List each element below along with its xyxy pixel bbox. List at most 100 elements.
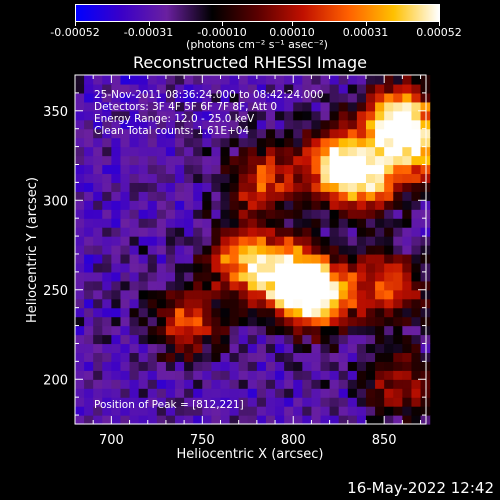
heatmap-cell [320,379,331,389]
heatmap-cell [184,262,194,273]
heatmap-cell [156,83,167,94]
heatmap-cell [147,110,158,121]
heatmap-cell [156,227,167,237]
heatmap-cell [411,370,422,380]
heatmap-cell [102,370,112,380]
heatmap-cell [129,83,140,94]
heatmap-cell [202,173,212,183]
heatmap-cell [147,406,158,416]
heatmap-cell [356,83,367,94]
heatmap-cell [138,361,149,371]
heatmap-cell [375,397,385,407]
heatmap-cell [165,110,176,121]
heatmap-cell [265,200,276,210]
heatmap-cell [256,92,267,103]
heatmap-cell [338,352,349,362]
heatmap-cell [129,92,140,103]
heatmap-cell [402,316,413,327]
heatmap-cell [284,92,294,103]
heatmap-cell [138,236,149,246]
heatmap-cell [75,361,85,371]
annotations: 25-Nov-2011 08:36:24.000 to 08:42:24.000… [94,89,324,411]
heatmap-cell [165,388,176,398]
heatmap-cell [338,370,349,380]
heatmap-cell [293,379,303,389]
heatmap-cell [111,388,122,398]
heatmap-cell [311,200,322,210]
heatmap-cell [293,75,303,85]
heatmap-cell [229,397,240,407]
heatmap-cell [120,110,131,121]
heatmap-cell [111,110,122,121]
heatmap-cell [275,325,285,336]
heatmap-cell [75,164,85,175]
heatmap-cell [256,75,267,85]
heatmap-cell [129,361,140,371]
heatmap-cell [420,307,431,318]
heatmap-cell [393,119,403,130]
heatmap-cell [375,334,385,345]
heatmap-cell [238,155,249,166]
heatmap-cell [256,227,267,237]
heatmap-cell [329,200,340,210]
heatmap-cell [156,316,167,327]
heatmap-cell [129,253,140,264]
heatmap-cell [356,209,367,219]
heatmap-cell [384,83,394,94]
heatmap-cell [202,101,212,112]
heatmap-cell [293,173,303,183]
heatmap-cell [365,316,376,327]
heatmap-cell [393,227,403,237]
heatmap-cell [120,137,131,148]
heatmap-cell [284,137,294,148]
heatmap-cell [338,209,349,219]
heatmap-cell [356,236,367,246]
heatmap-cell [229,119,240,130]
heatmap-cell [84,406,94,416]
heatmap-cell [175,191,185,201]
heatmap-cell [365,388,376,398]
heatmap-cell [384,173,394,183]
heatmap-cell [329,397,340,407]
heatmap-cell [420,415,431,425]
heatmap-cell [293,164,303,175]
heatmap-cell [384,191,394,201]
heatmap-cell [311,92,322,103]
heatmap-cell [147,370,158,380]
heatmap-cell [111,173,122,183]
heatmap-cell [320,137,331,148]
heatmap-cell [411,334,422,345]
heatmap-cell [302,182,313,192]
heatmap-cell [265,164,276,175]
colorbar-tick [439,22,440,26]
heatmap-cell [229,361,240,371]
heatmap-cell [411,262,422,273]
heatmap-cell [147,200,158,210]
heatmap-cell [129,137,140,148]
colorbar-tick [292,22,293,26]
heatmap-cell [311,155,322,166]
heatmap-cell [129,101,140,112]
heatmap-cell [193,164,203,175]
heatmap-cell [402,307,413,318]
heatmap-cell [184,361,194,371]
heatmap-cell [120,397,131,407]
heatmap-cell [147,361,158,371]
heatmap-cell [93,298,103,309]
heatmap-cell [229,415,240,425]
heatmap-cell [102,101,112,112]
heatmap-cell [402,334,413,345]
heatmap-cell [329,334,340,345]
heatmap-cell [347,245,358,255]
heatmap-cell [138,200,149,210]
heatmap-cell [265,75,276,85]
heatmap-cell [229,173,240,183]
heatmap-cell [338,307,349,318]
heatmap-cell [384,397,394,407]
heatmap-cell [75,146,85,157]
heatmap-cell [284,128,294,139]
heatmap-cell [165,379,176,389]
heatmap-cell [329,83,340,94]
heatmap-cell [247,200,258,210]
colorbar [75,4,440,22]
